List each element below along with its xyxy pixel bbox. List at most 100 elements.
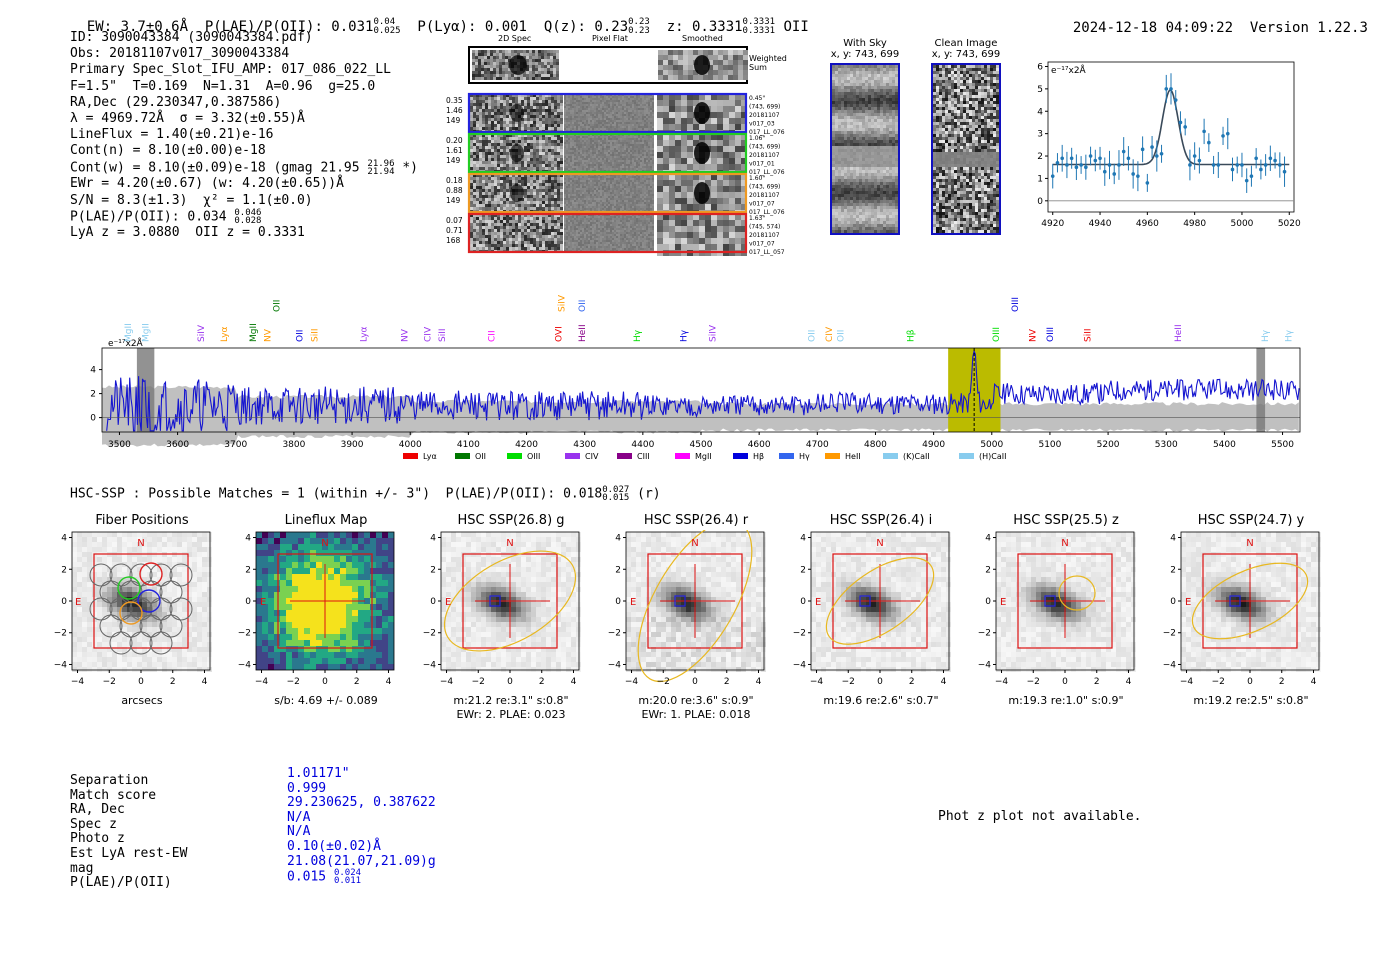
- clean-pixel: [936, 176, 939, 179]
- clean-pixel: [981, 71, 984, 74]
- sky-pixel: [157, 632, 162, 637]
- clean-pixel: [936, 77, 939, 80]
- clean-pixel: [966, 212, 969, 215]
- flux-pixel: [370, 538, 376, 544]
- sky-pixel: [207, 642, 212, 647]
- with-sky-pixel: [883, 128, 886, 131]
- with-sky-pixel: [841, 125, 844, 128]
- sky-pixel: [82, 617, 87, 622]
- clean-pixel: [963, 113, 966, 116]
- row-flat-noise: [564, 174, 654, 212]
- clean-pixel: [987, 122, 990, 125]
- clean-pixel: [933, 209, 936, 212]
- sky-pixel: [197, 572, 202, 577]
- with-sky-pixel: [886, 113, 889, 116]
- clean-pixel: [996, 191, 999, 194]
- clean-pixel: [957, 227, 960, 230]
- clean-pixel: [948, 161, 951, 164]
- sky-pixel: [496, 602, 501, 607]
- clean-pixel: [939, 71, 942, 74]
- with-sky-pixel: [838, 119, 841, 122]
- clean-pixel: [948, 149, 951, 152]
- clean-pixel: [993, 131, 996, 134]
- sky-pixel: [102, 662, 107, 667]
- tile-ytick-label: −4: [54, 660, 68, 670]
- clean-pixel: [996, 113, 999, 116]
- sky-pixel: [526, 612, 531, 617]
- with-sky-pixel: [895, 80, 898, 83]
- flux-pixel: [382, 598, 388, 604]
- zoom-data-point: [1126, 156, 1131, 161]
- clean-pixel: [996, 173, 999, 176]
- sky-pixel: [197, 632, 202, 637]
- with-sky-pixel: [838, 101, 841, 104]
- sky-pixel: [456, 567, 461, 572]
- clean-pixel: [936, 92, 939, 95]
- sky-pixel: [127, 617, 132, 622]
- clean-pixel: [963, 83, 966, 86]
- clean-pixel: [996, 209, 999, 212]
- tile-title: Fiber Positions: [95, 513, 189, 528]
- clean-pixel: [942, 149, 945, 152]
- sky-pixel: [117, 557, 122, 562]
- clean-pixel: [975, 218, 978, 221]
- sky-pixel: [451, 532, 456, 537]
- sky-pixel: [486, 627, 491, 632]
- sky-pixel: [107, 657, 112, 662]
- sky-pixel: [72, 657, 77, 662]
- with-sky-pixel: [895, 221, 898, 224]
- sky-pixel: [511, 607, 516, 612]
- sky-pixel: [451, 567, 456, 572]
- clean-pixel: [993, 173, 996, 176]
- clean-pixel: [954, 149, 957, 152]
- sky-pixel: [446, 662, 451, 667]
- clean-pixel: [933, 131, 936, 134]
- clean-pixel: [984, 128, 987, 131]
- clean-pixel: [975, 176, 978, 179]
- clean-pixel: [990, 227, 993, 230]
- flux-pixel: [370, 616, 376, 622]
- clean-pixel: [969, 179, 972, 182]
- sky-pixel: [142, 597, 147, 602]
- sky-pixel: [152, 642, 157, 647]
- sky-pixel: [117, 577, 122, 582]
- clean-pixel: [939, 161, 942, 164]
- sky-pixel: [87, 582, 92, 587]
- with-sky-pixel: [892, 194, 895, 197]
- flux-pixel: [322, 532, 328, 538]
- sky-pixel: [566, 632, 571, 637]
- flux-pixel: [358, 604, 364, 610]
- clean-pixel: [945, 143, 948, 146]
- clean-pixel: [981, 164, 984, 167]
- clean-pixel: [966, 176, 969, 179]
- flux-pixel: [352, 544, 358, 550]
- sky-pixel: [501, 612, 506, 617]
- clean-pixel: [960, 206, 963, 209]
- flux-pixel: [292, 646, 298, 652]
- clean-pixel: [963, 173, 966, 176]
- sky-pixel: [476, 532, 481, 537]
- sky-pixel: [202, 557, 207, 562]
- flux-pixel: [298, 622, 304, 628]
- sky-pixel: [187, 637, 192, 642]
- with-sky-pixel: [874, 74, 877, 77]
- clean-pixel: [972, 143, 975, 146]
- clean-pixel: [975, 92, 978, 95]
- with-sky-pixel: [874, 140, 877, 143]
- clean-pixel: [942, 125, 945, 128]
- clean-pixel: [975, 80, 978, 83]
- clean-pixel: [972, 167, 975, 170]
- sky-pixel: [127, 607, 132, 612]
- clean-pixel: [996, 152, 999, 155]
- clean-pixel: [996, 155, 999, 158]
- row-frame: [467, 132, 748, 174]
- spec-xtick-label: 4400: [631, 440, 654, 450]
- sky-pixel: [137, 647, 142, 652]
- clean-pixel: [936, 101, 939, 104]
- sky-pixel: [102, 612, 107, 617]
- with-sky-pixel: [886, 122, 889, 125]
- with-sky-pixel: [877, 110, 880, 113]
- row-right-meta: (743, 699): [749, 184, 780, 191]
- with-sky-pixel: [874, 200, 877, 203]
- clean-pixel: [966, 155, 969, 158]
